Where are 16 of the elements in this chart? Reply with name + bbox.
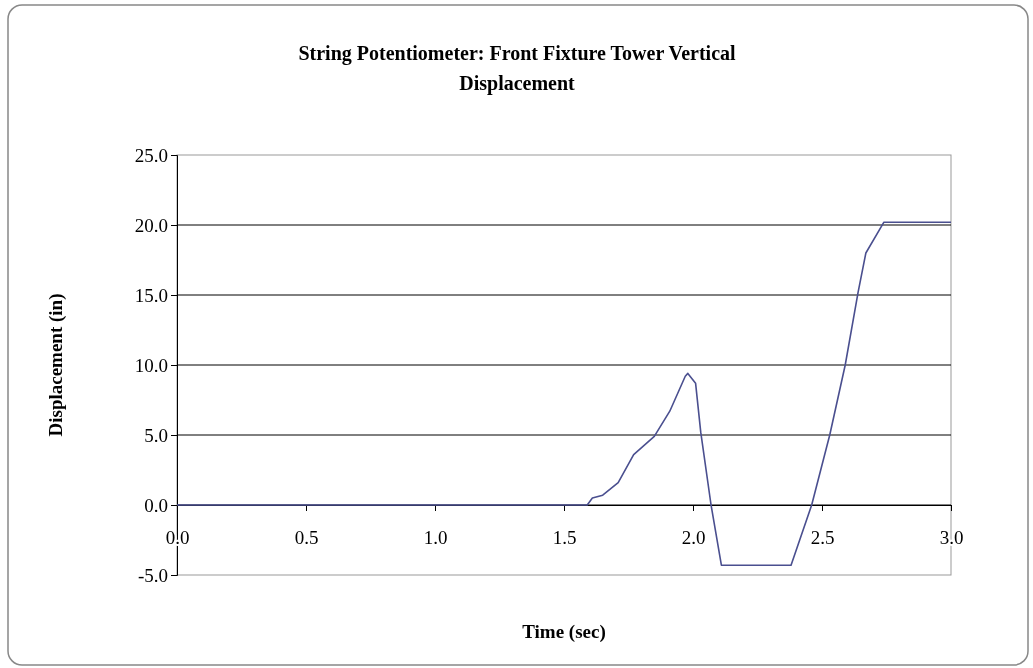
y-tick-label: 0.0 xyxy=(144,494,168,516)
y-tick-label: 25.0 xyxy=(134,144,168,166)
x-tick-label: 1.5 xyxy=(552,527,577,549)
y-axis-title: Displacement (in) xyxy=(45,293,67,437)
x-axis-title: Time (sec) xyxy=(522,621,606,643)
x-tick-label: 0.5 xyxy=(294,527,319,549)
y-tick-label: 15.0 xyxy=(134,284,168,306)
y-tick-label: 10.0 xyxy=(134,354,168,376)
x-tick-label: 2.5 xyxy=(810,527,835,549)
y-tick-label: 5.0 xyxy=(144,424,168,446)
x-tick-label: 3.0 xyxy=(939,527,964,549)
chart-title: String Potentiometer: Front Fixture Tower Vertical Displacement xyxy=(298,42,737,95)
y-tick-label: -5.0 xyxy=(137,564,168,586)
x-tick-label: 2.0 xyxy=(681,527,706,549)
y-tick-label: 20.0 xyxy=(134,214,168,236)
x-tick-label: 1.0 xyxy=(423,527,448,549)
